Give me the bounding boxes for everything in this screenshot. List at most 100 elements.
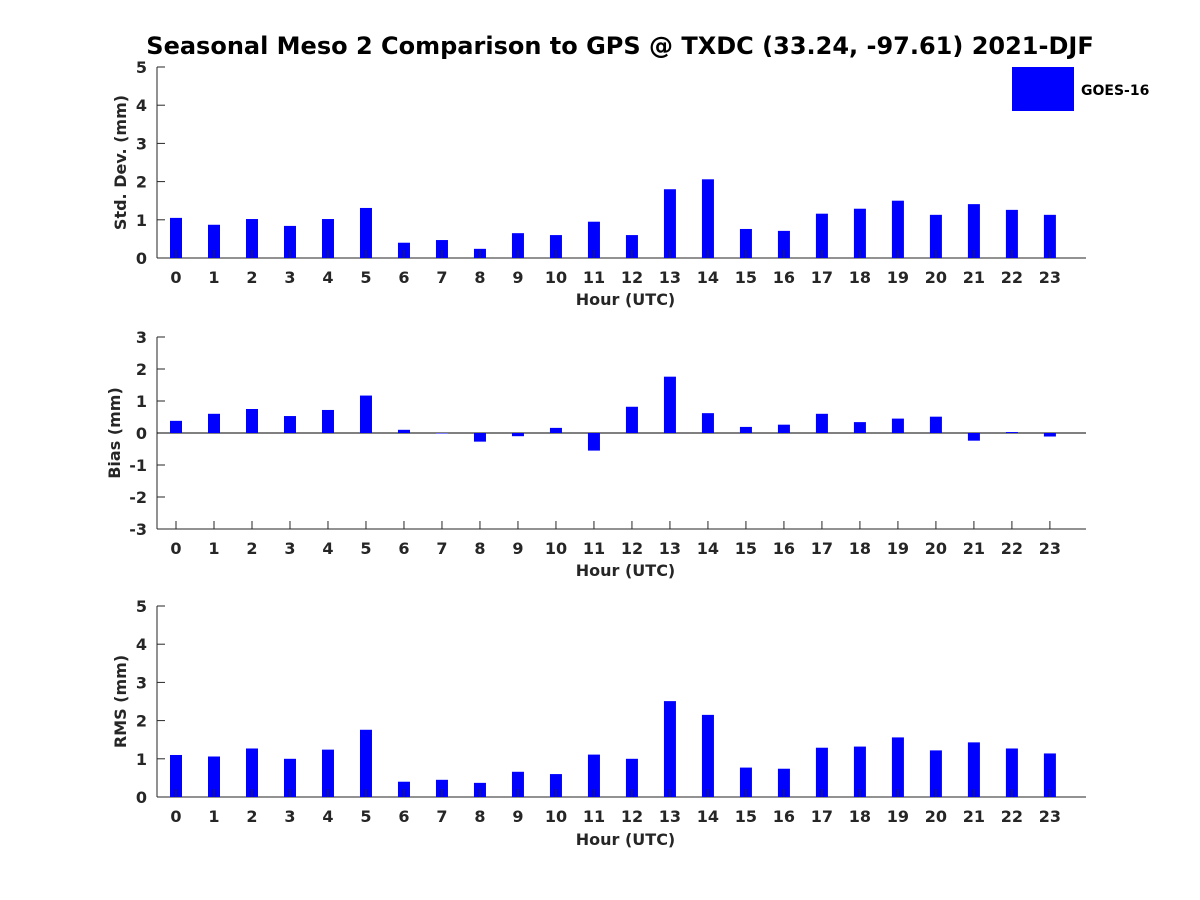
x-tick-label: 5 (360, 807, 371, 826)
bar-hour-11 (587, 221, 600, 258)
bar-hour-23 (1043, 214, 1056, 258)
x-tick-label: 16 (773, 539, 795, 558)
bar-hour-12 (625, 758, 638, 797)
legend: GOES-16 (1012, 67, 1149, 111)
bar-hour-1 (207, 756, 220, 797)
bar-hour-18 (853, 746, 866, 797)
x-tick-label: 23 (1039, 539, 1061, 558)
bar-hour-14 (701, 413, 714, 433)
x-tick-label: 15 (735, 807, 757, 826)
bar-hour-5 (359, 395, 372, 433)
x-tick-label: 4 (322, 807, 333, 826)
bar-hour-4 (321, 409, 334, 433)
bar-hour-0 (169, 754, 182, 797)
x-tick-label: 9 (512, 539, 523, 558)
x-tick-label: 23 (1039, 807, 1061, 826)
bar-hour-21 (967, 204, 980, 258)
x-tick-label: 8 (474, 807, 485, 826)
bar-hour-17 (815, 413, 828, 433)
x-tick-label: 18 (849, 807, 871, 826)
x-tick-label: 14 (697, 539, 719, 558)
y-tick-label: 4 (136, 96, 147, 115)
bar-hour-17 (815, 213, 828, 258)
x-tick-label: 18 (849, 539, 871, 558)
x-tick-label: 17 (811, 268, 833, 287)
x-tick-label: 21 (963, 268, 985, 287)
bar-hour-4 (321, 749, 334, 797)
x-tick-label: 11 (583, 268, 605, 287)
bar-hour-19 (891, 418, 904, 433)
bar-hour-1 (207, 413, 220, 433)
bar-hour-20 (929, 214, 942, 258)
bar-hour-22 (1005, 748, 1018, 797)
x-tick-label: 1 (208, 539, 219, 558)
x-tick-label: 21 (963, 807, 985, 826)
x-tick-label: 7 (436, 539, 447, 558)
x-tick-label: 5 (360, 539, 371, 558)
x-tick-label: 16 (773, 807, 795, 826)
x-tick-label: 20 (925, 807, 947, 826)
bar-hour-11 (587, 433, 600, 451)
bar-hour-20 (929, 416, 942, 433)
x-tick-label: 22 (1001, 539, 1023, 558)
x-tick-label: 4 (322, 268, 333, 287)
bar-hour-22 (1005, 209, 1018, 258)
y-tick-label: 1 (136, 211, 147, 230)
x-tick-label: 14 (697, 268, 719, 287)
bar-hour-12 (625, 235, 638, 258)
x-axis-label: Hour (UTC) (576, 561, 676, 580)
bar-hour-23 (1043, 433, 1056, 437)
bar-hour-14 (701, 714, 714, 797)
bar-hour-15 (739, 426, 752, 433)
bar-hour-2 (245, 748, 258, 797)
bar-hour-13 (663, 189, 676, 258)
x-tick-label: 2 (246, 807, 257, 826)
x-axis-label: Hour (UTC) (576, 290, 676, 309)
legend-label: GOES-16 (1081, 83, 1149, 99)
x-tick-label: 10 (545, 268, 567, 287)
x-tick-label: 0 (170, 807, 181, 826)
bar-hour-6 (397, 429, 410, 433)
bar-hour-17 (815, 747, 828, 797)
bar-hour-11 (587, 754, 600, 797)
x-tick-label: 21 (963, 539, 985, 558)
x-tick-label: 6 (398, 539, 409, 558)
x-tick-label: 9 (512, 807, 523, 826)
x-tick-label: 13 (659, 539, 681, 558)
bar-hour-15 (739, 767, 752, 797)
x-tick-label: 11 (583, 539, 605, 558)
bar-hour-5 (359, 207, 372, 258)
y-tick-label: -2 (129, 488, 147, 507)
bar-hour-21 (967, 742, 980, 797)
y-tick-label: 1 (136, 750, 147, 769)
bar-hour-23 (1043, 753, 1056, 797)
x-tick-label: 22 (1001, 807, 1023, 826)
x-tick-label: 2 (246, 268, 257, 287)
x-tick-label: 11 (583, 807, 605, 826)
y-tick-label: 3 (136, 673, 147, 692)
bar-hour-3 (283, 225, 296, 258)
bar-hour-7 (435, 433, 448, 434)
x-tick-label: 20 (925, 539, 947, 558)
bar-hour-9 (511, 233, 524, 258)
bar-hour-2 (245, 219, 258, 258)
x-tick-label: 6 (398, 268, 409, 287)
bar-hour-7 (435, 240, 448, 258)
y-tick-label: 4 (136, 635, 147, 654)
bar-hour-19 (891, 200, 904, 258)
bar-hour-3 (283, 758, 296, 797)
bar-hour-0 (169, 217, 182, 258)
x-tick-label: 13 (659, 807, 681, 826)
x-tick-label: 8 (474, 539, 485, 558)
y-tick-label: 0 (136, 788, 147, 807)
bar-hour-13 (663, 376, 676, 433)
y-tick-label: -1 (129, 456, 147, 475)
x-tick-label: 15 (735, 268, 757, 287)
y-tick-label: 2 (136, 173, 147, 192)
bar-hour-3 (283, 416, 296, 433)
y-tick-label: 5 (136, 597, 147, 616)
x-tick-label: 15 (735, 539, 757, 558)
